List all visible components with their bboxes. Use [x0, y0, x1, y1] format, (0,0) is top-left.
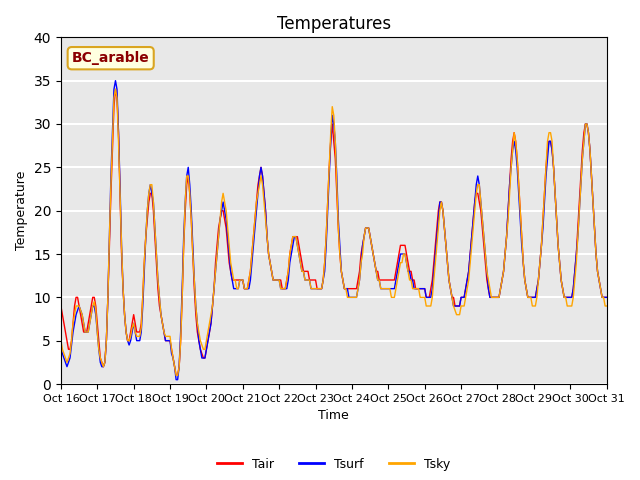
Tsky — [160, 329, 168, 335]
Tsurf — [111, 78, 119, 84]
Tair — [72, 294, 80, 300]
Tair — [57, 303, 65, 309]
Text: BC_arable: BC_arable — [72, 51, 150, 65]
Tsky — [72, 303, 80, 309]
Tsky — [401, 251, 409, 257]
Tair — [111, 86, 119, 92]
Tair — [371, 260, 378, 265]
Tsky — [57, 338, 65, 344]
Tsky — [539, 216, 547, 222]
Tair — [172, 372, 180, 378]
Tsurf — [371, 260, 378, 265]
Tsurf — [539, 225, 547, 231]
Tsky — [172, 372, 180, 378]
X-axis label: Time: Time — [318, 409, 349, 422]
Tsurf — [401, 251, 409, 257]
Tsky — [111, 86, 119, 92]
Tsurf — [72, 312, 80, 318]
Tair — [401, 242, 409, 248]
Line: Tsurf: Tsurf — [61, 81, 607, 380]
Tsurf — [172, 377, 180, 383]
Tsurf — [389, 286, 397, 291]
Tsky — [603, 303, 611, 309]
Legend: Tair, Tsurf, Tsky: Tair, Tsurf, Tsky — [212, 453, 455, 476]
Tair — [160, 329, 168, 335]
Tsky — [389, 294, 397, 300]
Tair — [539, 216, 547, 222]
Line: Tsky: Tsky — [61, 89, 607, 375]
Title: Temperatures: Temperatures — [276, 15, 391, 33]
Tair — [389, 277, 397, 283]
Y-axis label: Temperature: Temperature — [15, 171, 28, 251]
Tsurf — [160, 329, 168, 335]
Tsurf — [603, 294, 611, 300]
Line: Tair: Tair — [61, 89, 607, 375]
Tsurf — [57, 347, 65, 352]
Tsky — [371, 260, 378, 265]
Tair — [603, 294, 611, 300]
